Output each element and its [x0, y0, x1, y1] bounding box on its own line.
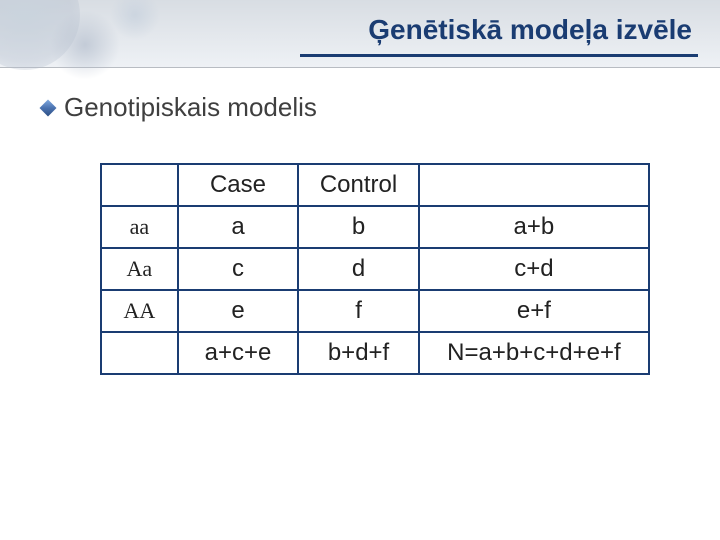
bullet-text: Genotipiskais modelis	[64, 92, 317, 123]
table-cell: N=a+b+c+d+e+f	[419, 332, 649, 374]
diamond-bullet-icon	[40, 100, 56, 116]
table-cell-empty	[101, 332, 178, 374]
header-decoration	[50, 10, 120, 80]
table-cell: c	[178, 248, 299, 290]
slide-header: Ģenētiskā modeļa izvēle	[0, 0, 720, 68]
genotype-label: AA	[101, 290, 178, 332]
slide-body: Genotipiskais modelis Case Control aa a …	[0, 68, 720, 399]
table-cell: d	[298, 248, 419, 290]
table-cell: a+c+e	[178, 332, 299, 374]
table-cell: b	[298, 206, 419, 248]
table-row: AA e f e+f	[101, 290, 649, 332]
table-footer-row: a+c+e b+d+f N=a+b+c+d+e+f	[101, 332, 649, 374]
table-header-row: Case Control	[101, 164, 649, 206]
table-cell-empty	[419, 164, 649, 206]
table-cell-empty	[101, 164, 178, 206]
title-underline	[300, 54, 698, 57]
genotype-label: Aa	[101, 248, 178, 290]
table-cell: e	[178, 290, 299, 332]
contingency-table: Case Control aa a b a+b Aa c d c+d AA e …	[100, 163, 650, 375]
table-cell: a+b	[419, 206, 649, 248]
table-header-case: Case	[178, 164, 299, 206]
genotype-label: aa	[101, 206, 178, 248]
slide-title: Ģenētiskā modeļa izvēle	[368, 14, 692, 46]
table-row: Aa c d c+d	[101, 248, 649, 290]
table-header-control: Control	[298, 164, 419, 206]
table-cell: f	[298, 290, 419, 332]
bullet-item: Genotipiskais modelis	[40, 92, 680, 123]
table-row: aa a b a+b	[101, 206, 649, 248]
table-cell: b+d+f	[298, 332, 419, 374]
table-cell: a	[178, 206, 299, 248]
table-cell: c+d	[419, 248, 649, 290]
contingency-table-wrap: Case Control aa a b a+b Aa c d c+d AA e …	[40, 163, 680, 375]
table-cell: e+f	[419, 290, 649, 332]
